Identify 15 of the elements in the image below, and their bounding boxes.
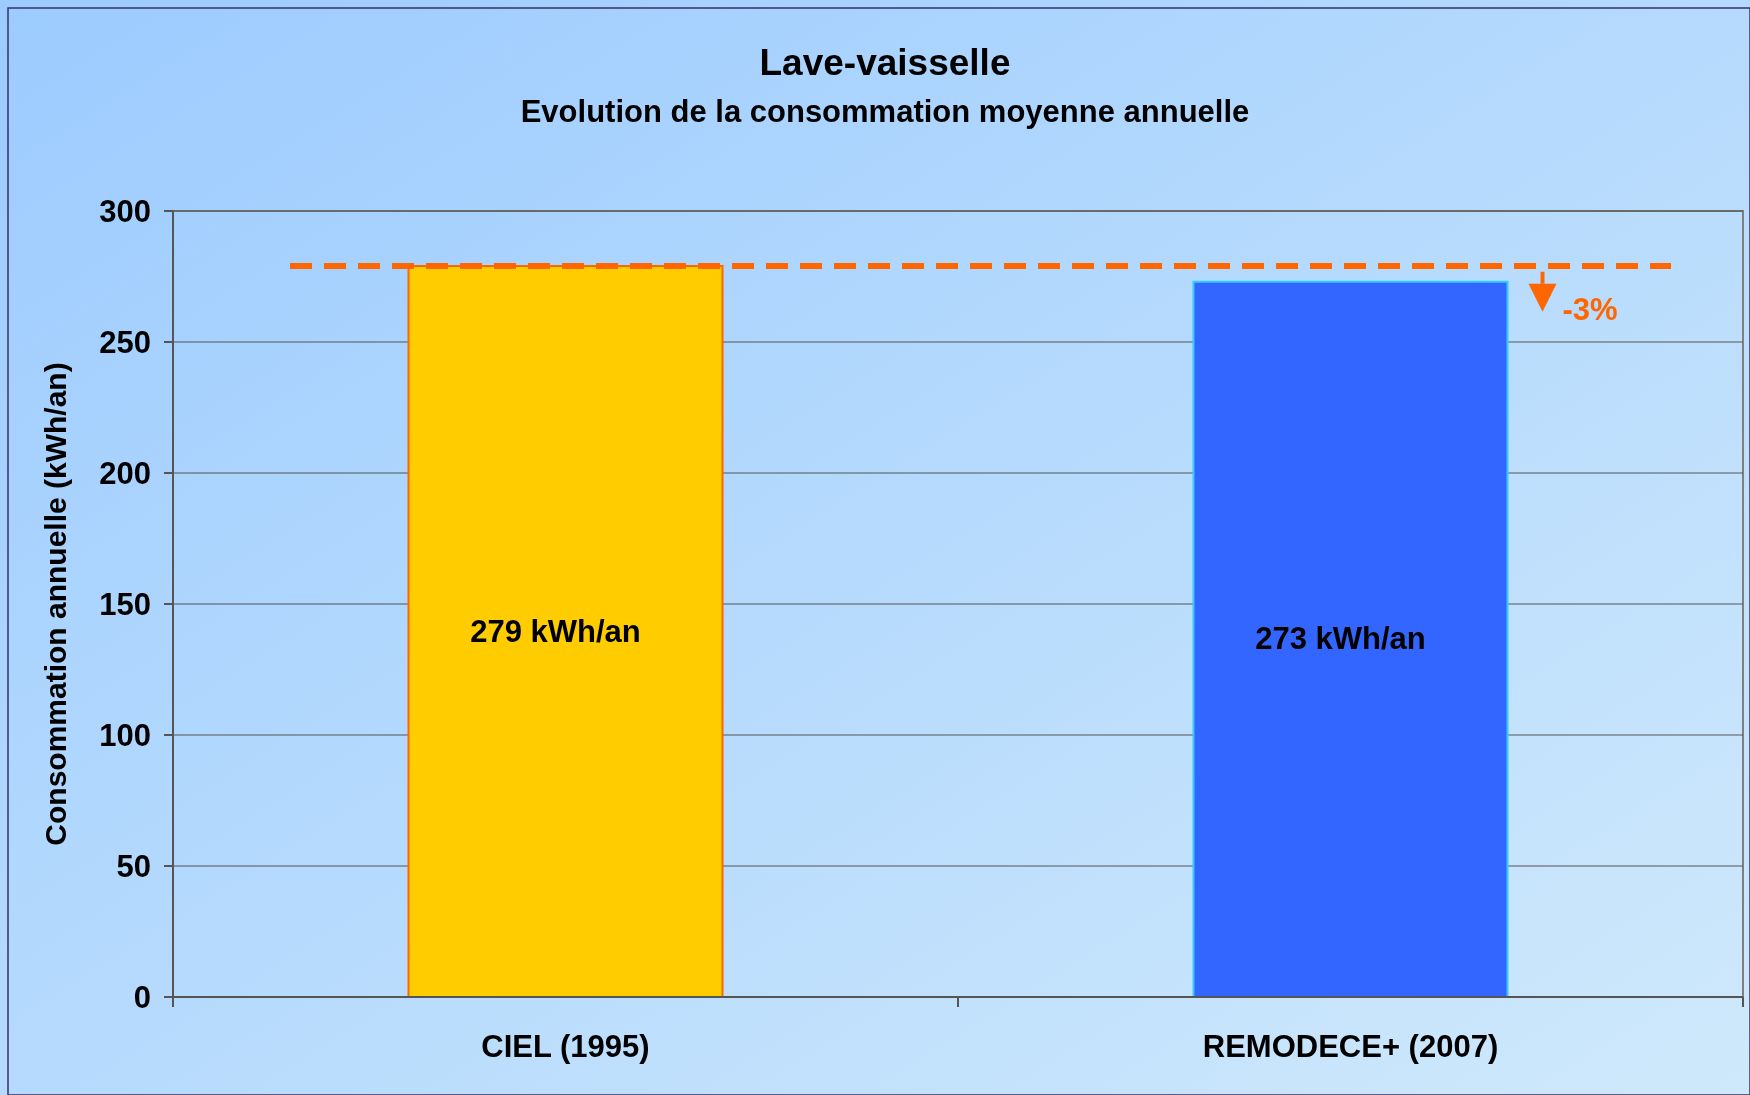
data-label: 279 kWh/an xyxy=(470,613,641,649)
y-tick-label: 250 xyxy=(99,325,151,360)
data-label: 273 kWh/an xyxy=(1255,621,1426,657)
x-tick-label: REMODECE+ (2007) xyxy=(1202,1029,1499,1064)
annotation: -3% xyxy=(1562,291,1618,327)
y-tick-label: 300 xyxy=(99,194,151,229)
chart-subtitle: Evolution de la consommation moyenne annuelle xyxy=(520,94,1250,129)
y-tick-label: 0 xyxy=(133,980,151,1015)
x-tick-label: CIEL (1995) xyxy=(481,1029,650,1064)
y-tick-label: 50 xyxy=(116,849,151,884)
y-axis-title: Consommation annuelle (kWh/an) xyxy=(39,362,72,846)
y-tick-label: 200 xyxy=(99,456,151,491)
chart-title: Lave-vaisselle xyxy=(759,42,1011,83)
y-tick-label: 100 xyxy=(99,718,151,753)
y-tick-label: 150 xyxy=(99,587,151,622)
